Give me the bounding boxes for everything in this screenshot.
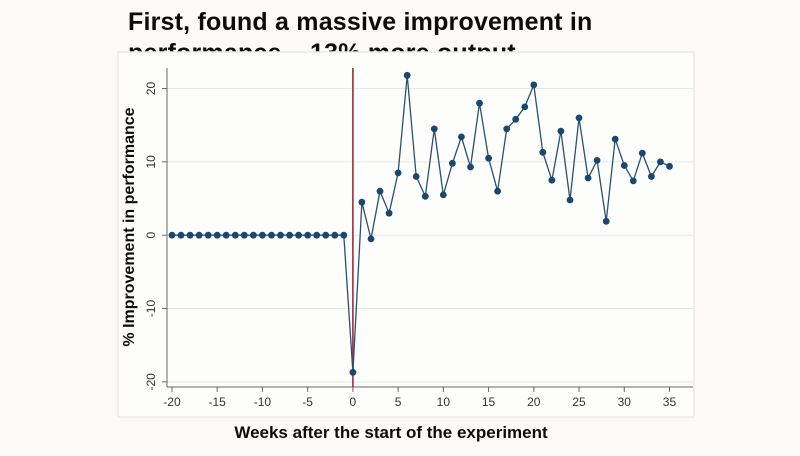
x-tick-label: 5	[395, 395, 402, 409]
data-point	[439, 191, 447, 199]
data-point	[512, 115, 520, 123]
data-point	[331, 231, 339, 239]
data-point	[394, 169, 402, 177]
data-point	[168, 231, 176, 239]
x-tick-label: 10	[437, 395, 451, 409]
data-point	[367, 235, 375, 243]
x-tick-label: 20	[527, 395, 541, 409]
data-point	[403, 71, 411, 79]
data-point	[638, 149, 646, 157]
data-point	[213, 231, 221, 239]
data-point	[340, 231, 348, 239]
data-point	[295, 231, 302, 239]
data-point	[566, 196, 574, 204]
x-tick-label: 35	[663, 395, 677, 409]
data-point	[657, 158, 664, 166]
data-point	[385, 209, 393, 217]
data-point	[611, 135, 619, 143]
y-axis-title: % Improvement in performance	[121, 107, 138, 347]
data-point	[412, 173, 420, 180]
data-point	[240, 231, 248, 239]
data-point	[548, 176, 556, 184]
data-point	[467, 163, 474, 171]
data-point	[376, 187, 384, 195]
data-point	[557, 127, 565, 135]
x-tick-label: 15	[482, 395, 496, 409]
data-point	[204, 231, 212, 239]
data-point	[485, 154, 492, 162]
data-point	[430, 125, 438, 133]
x-tick-label: -20	[163, 395, 181, 409]
y-tick-label: 20	[144, 82, 158, 96]
data-point	[521, 103, 529, 111]
data-point	[620, 162, 628, 169]
x-tick-label: 25	[572, 395, 586, 409]
data-point	[629, 177, 637, 185]
x-tick-label: 0	[350, 395, 357, 409]
data-point	[177, 231, 185, 239]
data-point	[421, 192, 429, 200]
data-point	[268, 231, 275, 239]
data-point	[313, 231, 321, 239]
slide-title-line-1: First, found a massive improvement in	[128, 8, 593, 36]
data-point	[250, 231, 257, 239]
data-point	[259, 231, 266, 239]
x-tick-label: -5	[302, 395, 313, 409]
data-point	[449, 159, 456, 167]
y-tick-label: -20	[144, 373, 158, 391]
data-point	[602, 217, 610, 225]
x-tick-label: -10	[254, 395, 272, 409]
data-point	[648, 173, 655, 180]
data-point	[222, 231, 230, 239]
data-point	[503, 125, 511, 133]
plot-frame	[117, 51, 695, 418]
data-point	[530, 81, 538, 89]
data-point	[322, 231, 330, 239]
data-point	[458, 133, 465, 141]
y-tick-label: 0	[144, 232, 158, 239]
data-point	[575, 114, 583, 122]
data-point	[666, 162, 673, 170]
data-point	[494, 187, 501, 195]
data-point	[358, 198, 366, 206]
x-tick-label: -15	[209, 395, 227, 409]
data-point	[195, 231, 203, 239]
data-point	[349, 368, 357, 376]
data-point	[286, 231, 293, 239]
data-point	[539, 148, 547, 156]
data-point	[231, 231, 239, 239]
data-point	[584, 174, 592, 182]
y-tick-label: -10	[144, 300, 158, 318]
x-tick-label: 30	[618, 395, 632, 409]
data-point	[593, 157, 601, 164]
data-point	[476, 99, 483, 107]
data-point	[277, 231, 284, 239]
y-tick-label: 10	[144, 155, 158, 169]
data-point	[186, 231, 194, 239]
data-point	[304, 231, 312, 239]
x-axis-title: Weeks after the start of the experiment	[234, 423, 548, 442]
